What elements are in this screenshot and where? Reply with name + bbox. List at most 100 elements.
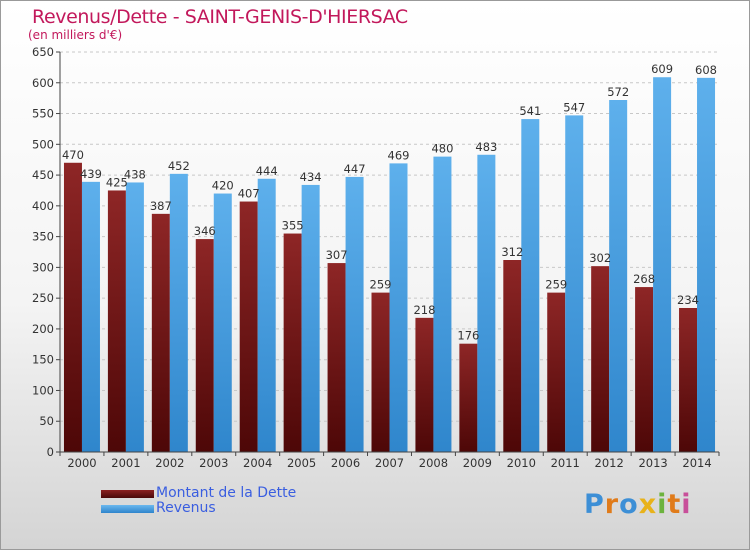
bar-debt-2002 xyxy=(151,213,170,452)
y-tick-label: 100 xyxy=(32,383,54,397)
data-label-revenue: 572 xyxy=(607,85,629,99)
data-label-revenue: 439 xyxy=(80,167,102,181)
bar-debt-2013 xyxy=(635,287,654,452)
bars-layer xyxy=(63,77,716,453)
data-label-revenue: 483 xyxy=(475,140,497,154)
bar-revenue-2014 xyxy=(697,77,716,452)
chart-title: Revenus/Dette - SAINT-GENIS-D'HIERSAC xyxy=(32,6,408,28)
y-tick-label: 350 xyxy=(32,230,54,244)
x-tick-label: 2010 xyxy=(507,456,536,470)
y-tick-label: 250 xyxy=(32,291,54,305)
y-tick-label: 300 xyxy=(32,260,54,274)
data-label-debt: 259 xyxy=(370,278,392,292)
logo-letter: r xyxy=(604,489,620,520)
logo-letter: i xyxy=(657,489,668,520)
data-label-debt: 302 xyxy=(589,251,611,265)
data-label-debt: 259 xyxy=(545,278,567,292)
bar-revenue-2013 xyxy=(653,77,672,452)
logo-letter: t xyxy=(667,489,682,520)
data-label-debt: 407 xyxy=(238,187,260,201)
bar-revenue-2001 xyxy=(125,182,144,452)
y-tick-label: 400 xyxy=(32,199,54,213)
y-tick-label: 0 xyxy=(47,445,54,459)
bar-revenue-2011 xyxy=(565,115,584,452)
bar-debt-2000 xyxy=(63,162,82,452)
x-tick-label: 2012 xyxy=(595,456,624,470)
logo-letter: P xyxy=(584,489,605,520)
x-tick-label: 2013 xyxy=(638,456,667,470)
data-label-debt: 355 xyxy=(282,219,304,233)
data-label-debt: 312 xyxy=(501,245,523,259)
legend-label-revenue: Revenus xyxy=(156,500,216,516)
y-tick-label: 150 xyxy=(32,353,54,367)
bar-revenue-2006 xyxy=(345,176,364,452)
data-label-revenue: 541 xyxy=(519,104,541,118)
bar-revenue-2005 xyxy=(301,184,320,452)
data-label-revenue: 608 xyxy=(695,63,717,77)
bar-revenue-2009 xyxy=(477,154,496,452)
legend-swatch-revenue xyxy=(101,505,154,513)
x-tick-label: 2009 xyxy=(463,456,492,470)
bar-revenue-2012 xyxy=(609,100,628,452)
y-tick-label: 600 xyxy=(32,76,54,90)
chart-subtitle: (en milliers d'€) xyxy=(28,28,123,42)
bar-revenue-2003 xyxy=(213,193,232,453)
data-label-debt: 346 xyxy=(194,224,216,238)
y-tick-label: 650 xyxy=(32,45,54,59)
logo-letter: x xyxy=(638,489,658,520)
x-tick-label: 2005 xyxy=(287,456,316,470)
bar-debt-2006 xyxy=(327,263,346,452)
y-tick-label: 550 xyxy=(32,107,54,121)
bar-revenue-2008 xyxy=(433,156,452,452)
x-tick-label: 2011 xyxy=(551,456,580,470)
data-label-revenue: 420 xyxy=(212,179,234,193)
y-tick-label: 450 xyxy=(32,168,54,182)
bar-debt-2012 xyxy=(591,266,610,452)
x-tick-label: 2004 xyxy=(243,456,272,470)
proxiti-logo: Proxiti xyxy=(584,489,692,520)
data-label-revenue: 444 xyxy=(256,164,278,178)
data-label-revenue: 480 xyxy=(431,142,453,156)
bar-debt-2001 xyxy=(107,190,126,452)
data-label-debt: 234 xyxy=(677,293,699,307)
y-tick-label: 500 xyxy=(32,137,54,151)
data-label-debt: 268 xyxy=(633,272,655,286)
x-tick-label: 2014 xyxy=(682,456,711,470)
bar-debt-2007 xyxy=(371,292,390,452)
data-label-debt: 387 xyxy=(150,199,172,213)
bar-debt-2003 xyxy=(195,239,214,452)
data-label-debt: 176 xyxy=(457,329,479,343)
bar-debt-2011 xyxy=(547,292,566,452)
bar-revenue-2010 xyxy=(521,119,540,453)
data-label-revenue: 438 xyxy=(124,167,146,181)
data-label-revenue: 469 xyxy=(388,148,410,162)
data-label-revenue: 452 xyxy=(168,159,190,173)
y-tick-label: 50 xyxy=(39,414,54,428)
axes-layer: 0 50 100 150 200 250 300 350 400 450 500 550 600 650 4… xyxy=(32,45,720,470)
x-tick-label: 2006 xyxy=(331,456,360,470)
bar-debt-2004 xyxy=(239,201,258,452)
bar-revenue-2002 xyxy=(169,173,188,452)
x-tick-label: 2002 xyxy=(155,456,184,470)
legend-swatch-debt xyxy=(101,490,154,498)
data-label-revenue: 547 xyxy=(563,100,585,114)
bar-revenue-2007 xyxy=(389,163,408,452)
data-label-revenue: 447 xyxy=(344,162,366,176)
data-label-debt: 425 xyxy=(106,175,128,189)
x-tick-label: 2001 xyxy=(111,456,140,470)
bar-debt-2005 xyxy=(283,233,302,452)
x-tick-label: 2000 xyxy=(67,456,96,470)
y-tick-label: 200 xyxy=(32,322,54,336)
logo-letter: i xyxy=(681,489,692,520)
data-label-debt: 307 xyxy=(326,248,348,262)
logo-letter: o xyxy=(619,489,639,520)
bar-debt-2014 xyxy=(679,308,698,452)
data-label-debt: 470 xyxy=(62,148,84,162)
data-label-debt: 218 xyxy=(413,303,435,317)
bar-revenue-2004 xyxy=(257,178,276,452)
bar-debt-2008 xyxy=(415,317,434,452)
data-label-revenue: 434 xyxy=(300,170,322,184)
legend-label-debt: Montant de la Dette xyxy=(156,485,297,501)
